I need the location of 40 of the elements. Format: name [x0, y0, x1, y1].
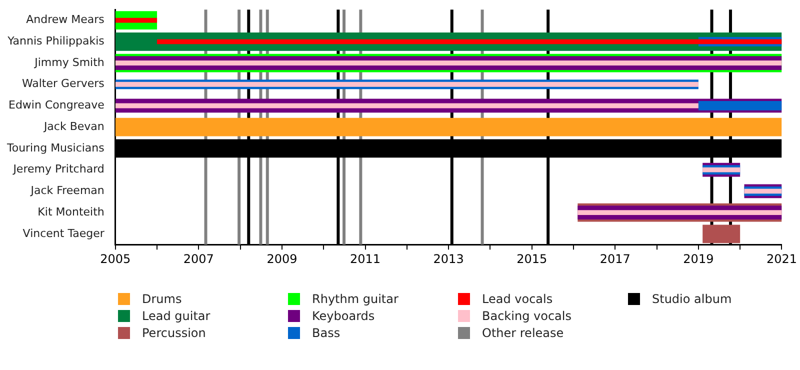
bar [115, 103, 698, 108]
y-tick-label: Jack Freeman [30, 184, 104, 198]
y-tick-label: Walter Gervers [22, 77, 105, 90]
x-tick-label: 2021 [766, 252, 798, 266]
x-tick-label: 2011 [350, 252, 381, 266]
legend-label: Backing vocals [482, 308, 572, 322]
x-tick-label: 2017 [600, 252, 630, 266]
y-tick-label: Vincent Taeger [22, 226, 105, 240]
y-tick-label: Kit Monteith [38, 205, 104, 218]
bar [115, 82, 698, 87]
x-tick-label: 2009 [266, 252, 298, 266]
y-tick-label: Jimmy Smith [34, 56, 104, 69]
legend-label: Studio album [652, 292, 732, 306]
legend-label: Drums [142, 292, 182, 306]
bar [115, 60, 782, 66]
y-tick-label: Edwin Congreave [8, 98, 105, 112]
legend-label: Other release [482, 326, 564, 340]
bar [702, 167, 740, 172]
y-tick-label: Yannis Philippakis [6, 34, 105, 48]
bar [115, 18, 158, 23]
bar [702, 224, 740, 244]
x-tick-label: 2013 [433, 252, 464, 266]
legend-label: Bass [312, 326, 340, 340]
legend-label: Lead vocals [482, 292, 553, 306]
legend-label: Rhythm guitar [312, 292, 398, 306]
y-tick-label: Touring Musicians [6, 141, 105, 154]
legend-label: Percussion [142, 326, 206, 340]
y-tick-label: Andrew Mears [26, 13, 105, 26]
x-tick-label: 2015 [516, 252, 548, 266]
bar [157, 39, 782, 44]
bar [115, 118, 782, 136]
legend-label: Keyboards [312, 308, 375, 322]
y-tick-label: Jack Bevan [42, 120, 104, 133]
y-tick-label: Jeremy Pritchard [12, 162, 104, 176]
bar [578, 210, 782, 216]
x-tick-label: 2005 [100, 252, 131, 266]
legend-label: Lead guitar [142, 308, 210, 322]
x-tick-label: 2019 [683, 252, 714, 266]
bar [698, 101, 782, 110]
x-tick-label: 2007 [183, 252, 214, 266]
